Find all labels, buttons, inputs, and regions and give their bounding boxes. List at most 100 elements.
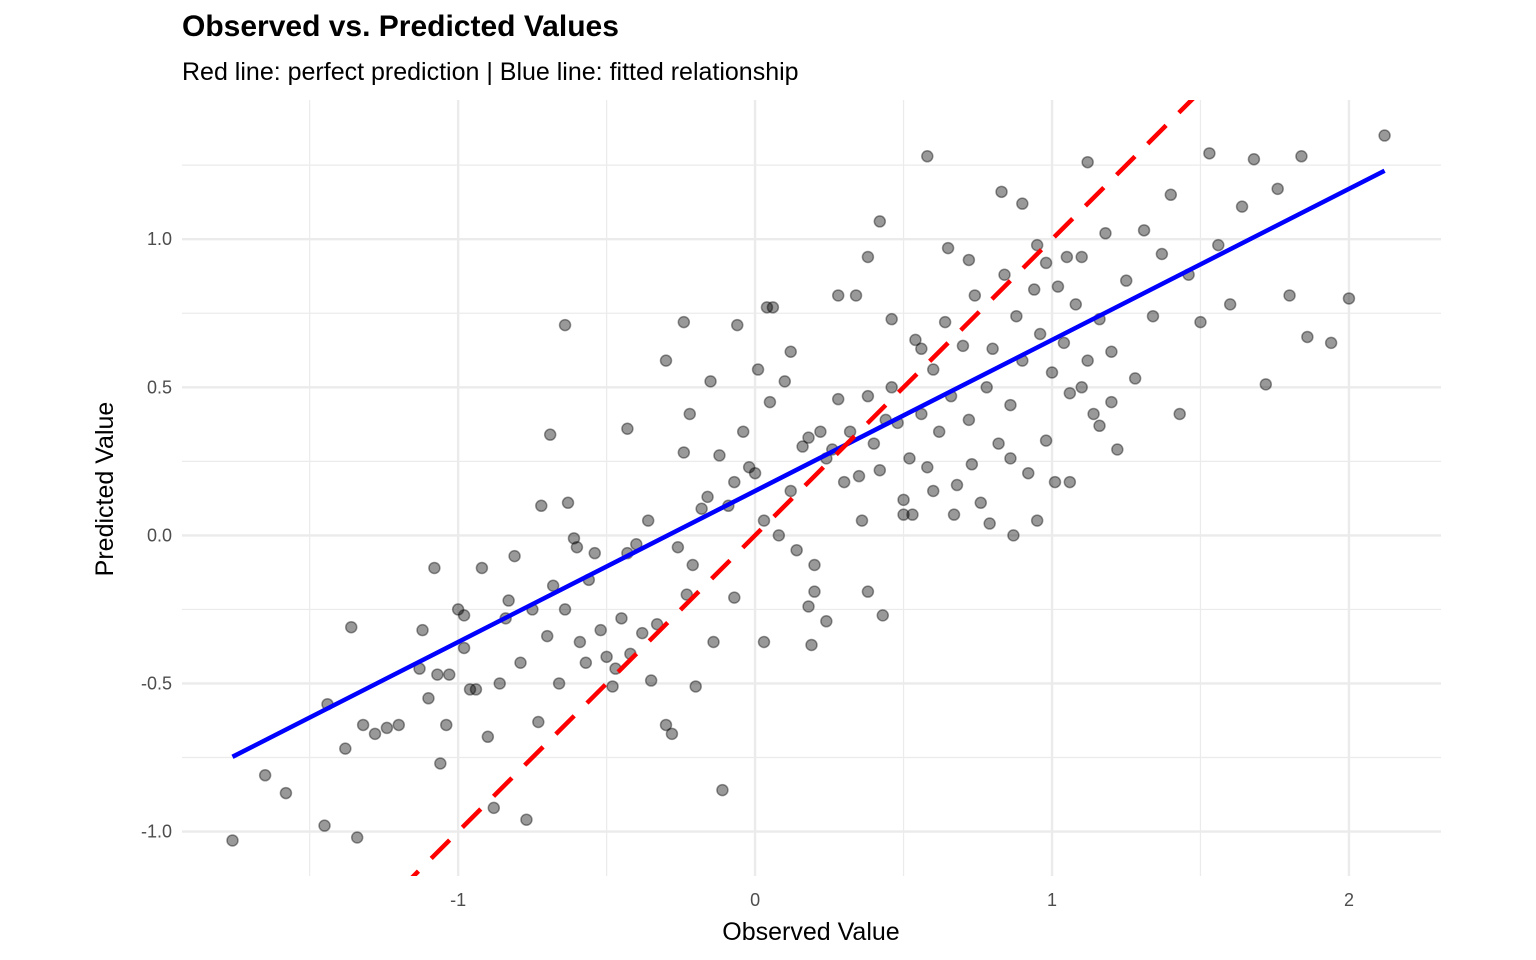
data-point xyxy=(1051,280,1065,293)
data-point xyxy=(457,609,471,622)
data-point xyxy=(1111,443,1124,456)
data-point xyxy=(921,461,934,474)
data-point xyxy=(1004,452,1017,465)
data-point xyxy=(950,478,964,492)
data-point xyxy=(552,677,566,690)
data-point xyxy=(885,381,898,394)
data-point xyxy=(876,609,890,622)
data-point xyxy=(796,440,809,453)
data-point xyxy=(226,834,239,847)
data-point xyxy=(258,769,272,782)
data-point xyxy=(713,449,726,462)
data-points xyxy=(226,129,1391,847)
data-point xyxy=(520,813,533,826)
data-point xyxy=(867,437,881,450)
data-point xyxy=(1075,250,1088,264)
data-point xyxy=(956,339,970,353)
data-point xyxy=(736,425,750,438)
data-point xyxy=(380,721,394,735)
data-point xyxy=(728,591,741,604)
data-point xyxy=(831,392,845,406)
data-point xyxy=(615,612,628,625)
data-point xyxy=(318,819,331,832)
data-point xyxy=(1081,155,1094,169)
data-point xyxy=(802,431,815,444)
data-point xyxy=(600,650,613,664)
data-point xyxy=(915,342,928,356)
data-point xyxy=(1137,224,1151,237)
data-point xyxy=(763,395,777,409)
x-tick-label: 0 xyxy=(750,890,760,910)
data-point xyxy=(808,585,821,598)
data-point xyxy=(680,588,694,601)
data-point xyxy=(861,585,875,598)
data-point xyxy=(1105,395,1118,409)
data-point xyxy=(974,496,988,510)
data-point xyxy=(1033,327,1047,341)
y-axis-title: Predicted Value xyxy=(91,402,119,577)
data-point xyxy=(1283,289,1296,302)
data-point xyxy=(909,333,922,347)
data-point xyxy=(1045,366,1059,379)
data-point xyxy=(440,718,453,732)
data-point xyxy=(938,315,952,329)
data-point xyxy=(784,484,797,498)
data-point xyxy=(442,668,456,681)
data-point xyxy=(968,289,982,302)
data-point xyxy=(831,289,845,302)
data-point xyxy=(659,354,673,367)
data-point xyxy=(861,389,875,403)
data-point xyxy=(434,757,447,770)
data-point xyxy=(921,150,934,163)
data-point xyxy=(1105,345,1118,359)
data-point xyxy=(1378,129,1391,142)
data-point xyxy=(1057,336,1071,350)
data-point xyxy=(1295,150,1308,163)
reference-lines xyxy=(231,100,1386,876)
data-point xyxy=(416,623,429,637)
data-point xyxy=(1173,407,1186,421)
data-point xyxy=(849,289,863,302)
data-point xyxy=(1039,256,1053,270)
data-point xyxy=(493,677,506,690)
data-point xyxy=(707,635,720,649)
data-point xyxy=(579,656,593,669)
data-point xyxy=(356,718,370,732)
data-point xyxy=(941,241,955,255)
y-tick-label: 0.5 xyxy=(147,377,172,397)
data-point xyxy=(897,508,910,521)
data-point xyxy=(784,345,797,359)
data-point xyxy=(487,801,501,815)
y-tick-label: 0.0 xyxy=(147,525,172,545)
data-point xyxy=(1203,147,1216,160)
data-point xyxy=(873,215,887,228)
major-gridlines xyxy=(182,100,1441,876)
data-point xyxy=(808,558,821,572)
data-point xyxy=(965,458,979,471)
data-point xyxy=(594,623,607,637)
data-point xyxy=(820,615,833,628)
data-point xyxy=(897,493,910,507)
data-point xyxy=(757,514,771,527)
data-point xyxy=(1030,514,1044,527)
data-point xyxy=(926,484,940,498)
data-point xyxy=(1324,336,1338,350)
data-point xyxy=(641,514,655,527)
x-tick-label: 2 xyxy=(1344,890,1354,910)
fit-line xyxy=(231,168,1386,759)
data-point xyxy=(751,363,765,376)
data-point xyxy=(731,318,744,332)
data-point xyxy=(986,342,999,356)
data-point xyxy=(339,742,352,755)
data-point xyxy=(1194,315,1207,329)
data-point xyxy=(606,680,619,693)
data-point xyxy=(1146,309,1160,323)
data-point xyxy=(650,617,664,631)
data-point xyxy=(1120,274,1133,287)
y-tick-label: 1.0 xyxy=(147,229,172,249)
perfect-prediction-line xyxy=(410,100,1195,876)
data-point xyxy=(1164,188,1178,202)
data-point xyxy=(843,425,857,438)
data-point xyxy=(742,461,756,474)
